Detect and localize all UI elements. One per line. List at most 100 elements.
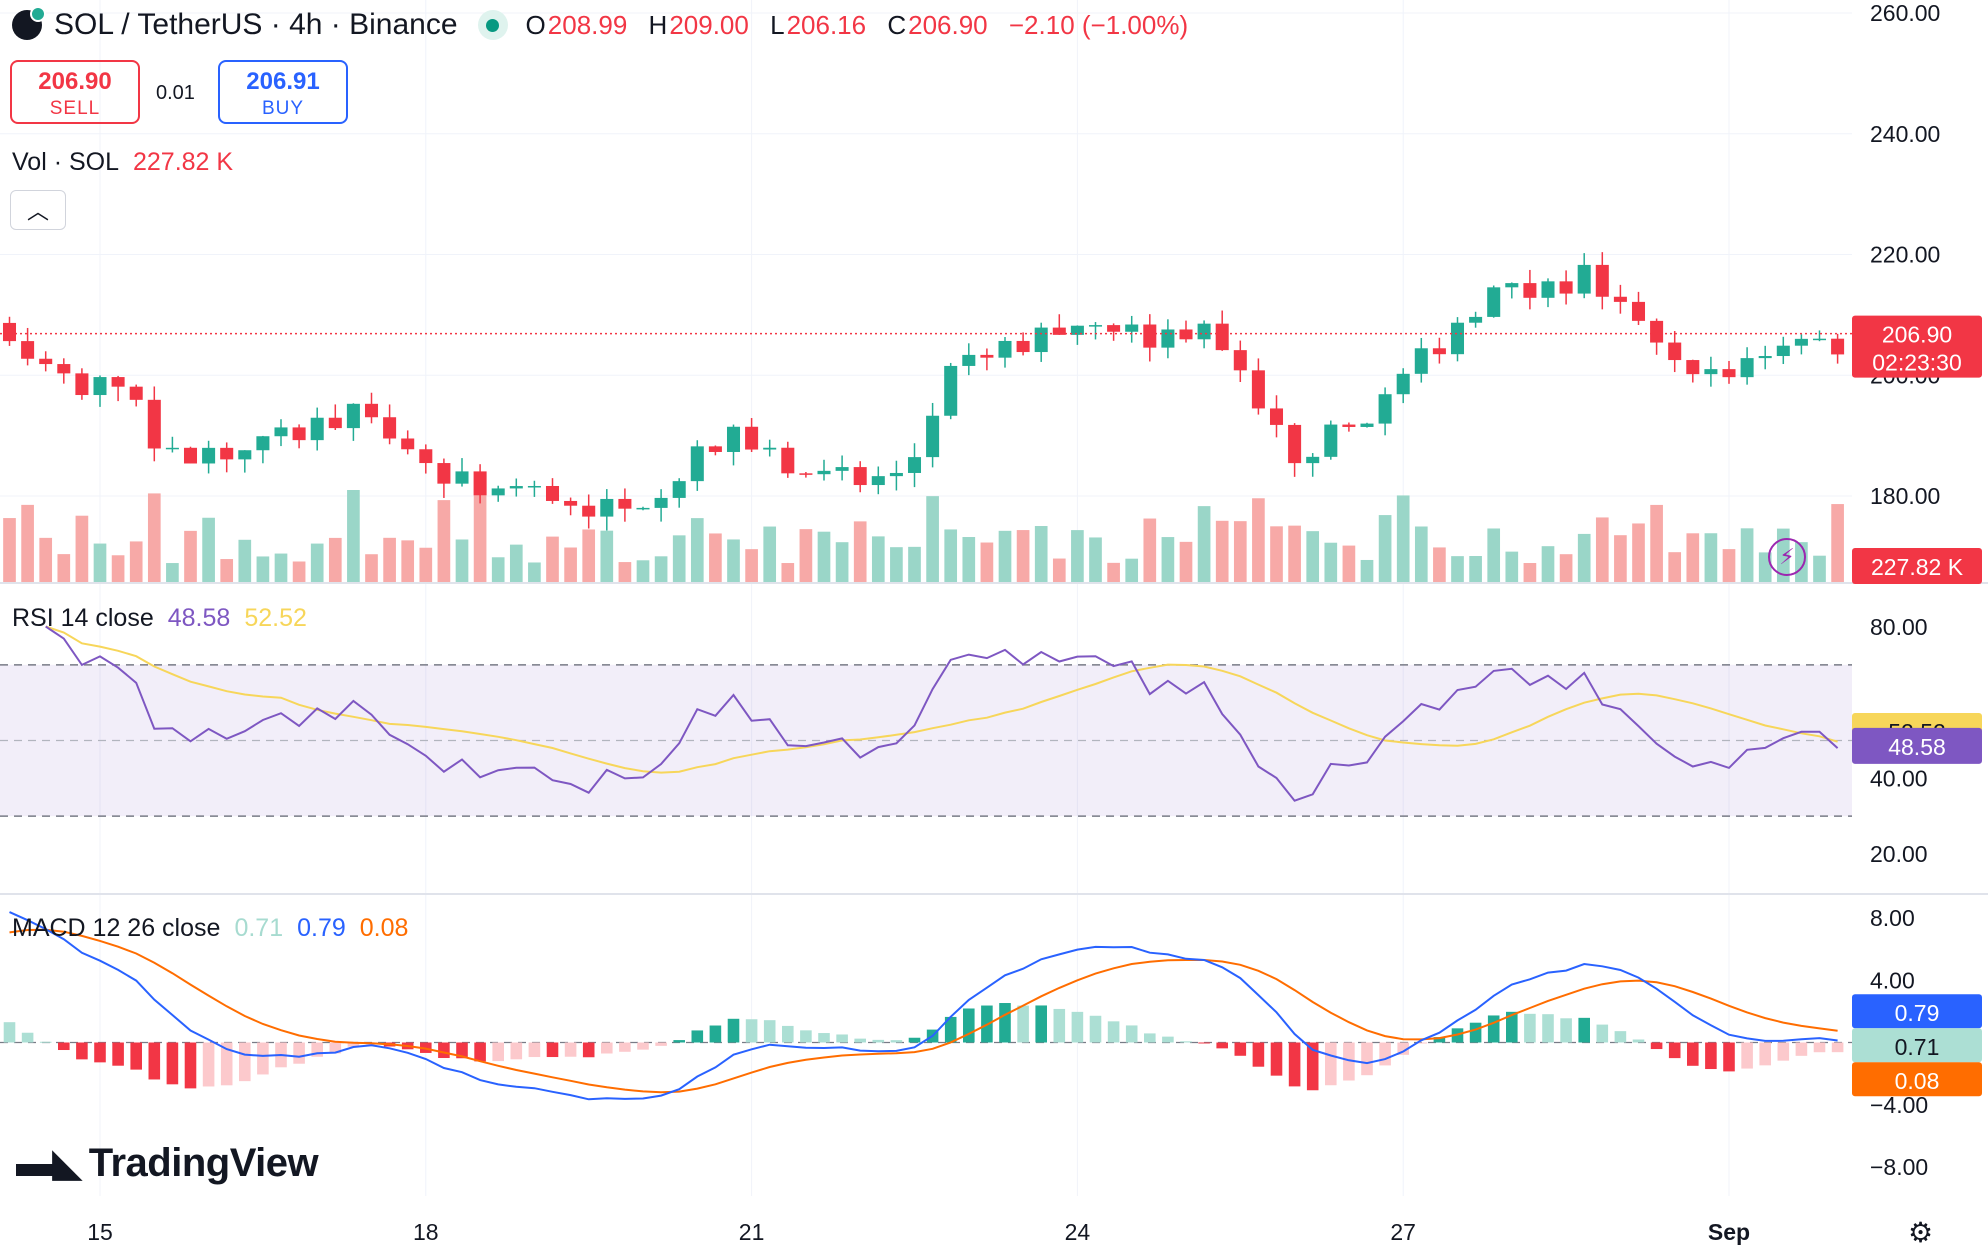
candle-body <box>1414 348 1428 374</box>
volume-bar <box>1541 546 1555 582</box>
candle-body <box>39 358 53 365</box>
volume-bar <box>1722 549 1736 582</box>
rsi-legend[interactable]: RSI 14 close 48.58 52.52 <box>12 604 307 633</box>
macd-hist-bar <box>130 1042 142 1070</box>
macd-hist-bar <box>1216 1042 1228 1049</box>
lightning-icon[interactable]: ⚡ <box>1768 538 1806 576</box>
macd-legend[interactable]: MACD 12 26 close 0.71 0.79 0.08 <box>12 914 408 943</box>
last-price-tag-bg <box>1852 315 1982 378</box>
candle-body <box>1396 373 1410 395</box>
macd-hist-bar <box>1162 1036 1174 1043</box>
candle-body <box>75 373 89 396</box>
volume-bar <box>1016 530 1030 582</box>
volume-bar <box>763 526 777 582</box>
volume-bar <box>1179 541 1193 582</box>
volume-bar <box>1233 521 1247 582</box>
candle-body <box>817 470 831 475</box>
macd-hist-bar <box>1560 1018 1572 1043</box>
volume-bar <box>147 493 161 582</box>
volume-bar <box>419 547 433 582</box>
macd-hist-bar <box>564 1042 577 1057</box>
candle-body <box>1269 408 1284 425</box>
sell-button[interactable]: 206.90 SELL <box>10 60 140 124</box>
rsi-tick-label: 40.00 <box>1870 765 1928 791</box>
candle-body <box>437 463 451 484</box>
macd-hist-bar <box>1542 1014 1554 1043</box>
candle-body <box>1197 323 1211 340</box>
macd-hist-bar <box>257 1042 269 1075</box>
macd-hist-bar <box>782 1025 794 1043</box>
macd-histogram <box>3 1003 1844 1091</box>
spread-value: 0.01 <box>156 82 195 104</box>
symbol-title[interactable]: SOL / TetherUS · 4h · Binance O208.99 H2… <box>12 6 1189 42</box>
ohlc-readout: O208.99 H209.00 L206.16 C206.90 −2.10 (−… <box>525 9 1189 40</box>
macd-tick-label: 4.00 <box>1870 967 1915 993</box>
volume-legend[interactable]: Vol · SOL 227.82 K <box>12 148 233 177</box>
candle-body <box>491 488 505 496</box>
volume-bar <box>654 556 668 582</box>
macd-hist-bar <box>745 1019 758 1043</box>
volume-bar <box>1505 551 1519 582</box>
macd-hist-bar <box>1053 1008 1066 1043</box>
volume-bar <box>383 537 396 582</box>
macd-value: 0.79 <box>297 914 346 942</box>
time-tick-label: 24 <box>1065 1219 1091 1245</box>
volume-bars <box>3 490 1844 582</box>
candle-body <box>1523 283 1537 298</box>
volume-bar <box>491 557 505 582</box>
volume-bar <box>1523 563 1537 582</box>
macd-hist-bar <box>58 1042 70 1051</box>
macd-hist-bar <box>492 1042 504 1062</box>
rsi-tick-label: 80.00 <box>1870 614 1928 640</box>
macd-tag-bg <box>1852 994 1982 1029</box>
candle-body <box>147 399 161 449</box>
macd-hist-bar <box>21 1032 34 1043</box>
collapse-legend-button[interactable]: ︿ <box>10 190 66 230</box>
volume-bar <box>3 518 16 582</box>
macd-hist-bar <box>854 1038 866 1043</box>
time-tick-label: 21 <box>739 1219 765 1245</box>
macd-hist-bar <box>763 1020 776 1043</box>
volume-bar <box>1632 523 1645 582</box>
buy-label: BUY <box>261 98 305 119</box>
volume-bar <box>1378 515 1392 582</box>
macd-hist-bar <box>1306 1042 1319 1091</box>
macd-hist-bar <box>818 1033 830 1043</box>
price-tick-label: 240.00 <box>1870 121 1940 147</box>
candle-body <box>1686 360 1700 375</box>
macd-hist-bar <box>1596 1024 1609 1043</box>
volume-bar <box>310 543 324 582</box>
candle-body <box>1251 370 1265 409</box>
candle-body <box>1088 325 1103 327</box>
macd-hist-bar <box>347 1042 360 1047</box>
symbol-label: SOL / TetherUS · 4h · Binance <box>54 8 458 41</box>
macd-hist-bar <box>673 1040 685 1043</box>
candle-body <box>401 438 415 450</box>
volume-bar <box>1451 556 1464 582</box>
macd-hist-bar <box>1125 1025 1138 1043</box>
candle-body <box>1776 345 1790 357</box>
macd-hist-bar <box>1107 1021 1120 1043</box>
candle-body <box>871 476 885 486</box>
volume-bar <box>817 531 831 582</box>
volume-bar <box>1396 495 1410 582</box>
signal-line <box>9 928 1838 1094</box>
buy-button[interactable]: 206.91 BUY <box>218 60 348 124</box>
volume-bar <box>111 555 125 582</box>
rsi-tag-text: 48.58 <box>1888 734 1946 760</box>
macd-hist-bar <box>637 1042 649 1050</box>
macd-hist-bar <box>3 1022 16 1043</box>
candle-body <box>57 364 71 374</box>
volume-bar <box>455 539 469 582</box>
macd-hist-bar <box>1632 1039 1645 1043</box>
candle-body <box>1360 423 1374 427</box>
candle-body <box>1812 338 1827 341</box>
candle-body <box>292 427 306 441</box>
tradingview-logo[interactable]: ▬◣ TradingView <box>16 1140 319 1186</box>
volume-bar <box>1686 533 1700 582</box>
macd-tag: 0.79 <box>1852 994 1982 1029</box>
candle-body <box>600 498 614 517</box>
settings-icon[interactable]: ⚙ <box>1908 1217 1934 1248</box>
macd-hist-bar <box>944 1016 957 1043</box>
